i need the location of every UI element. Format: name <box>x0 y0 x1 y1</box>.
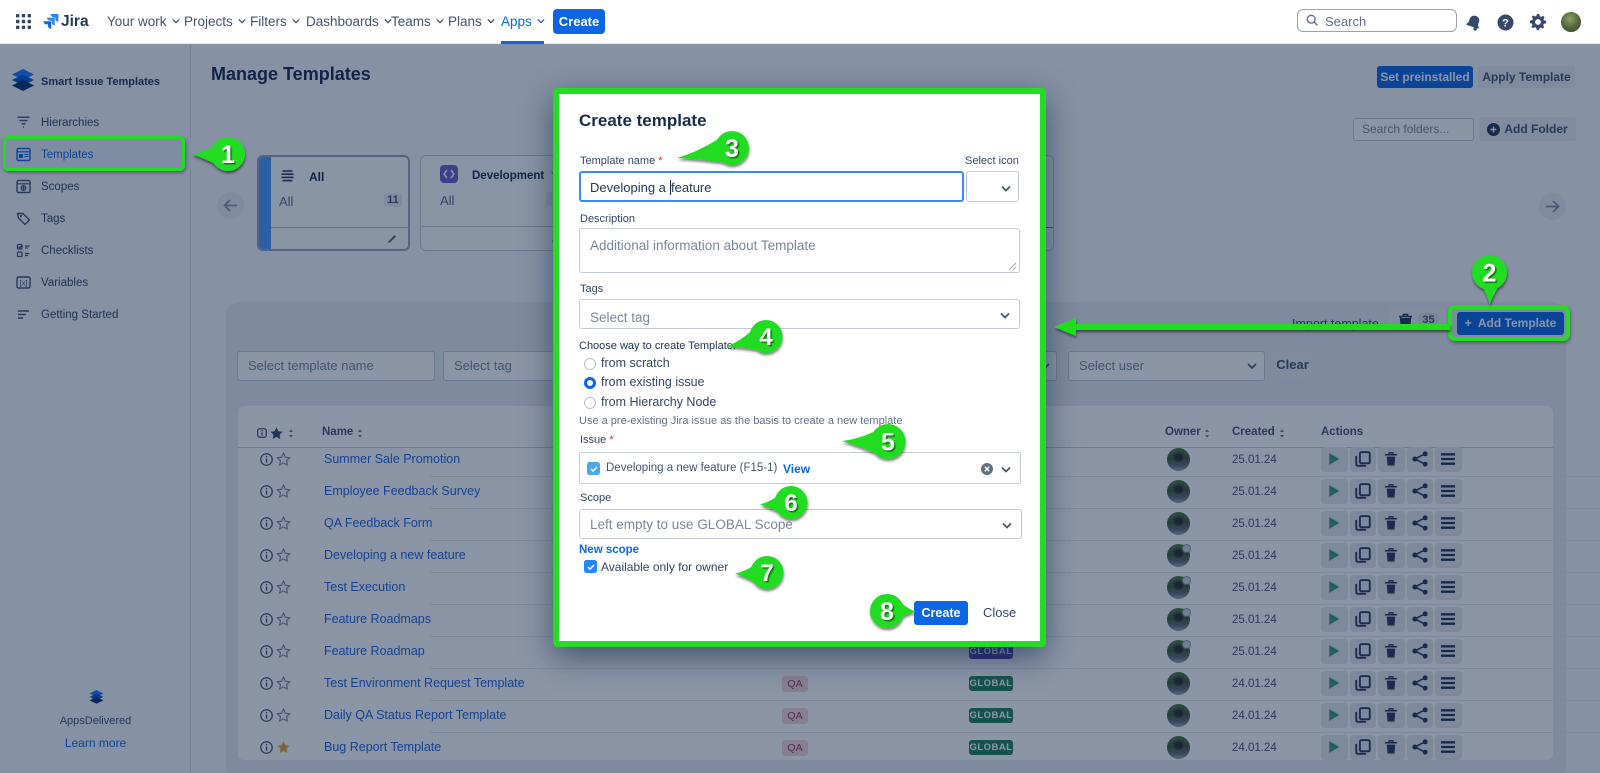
svg-text:3: 3 <box>725 135 739 163</box>
svg-text:8: 8 <box>880 598 894 626</box>
svg-text:5: 5 <box>881 429 895 457</box>
svg-text:7: 7 <box>760 560 773 587</box>
svg-text:1: 1 <box>221 141 235 169</box>
svg-text:2: 2 <box>1482 259 1496 287</box>
svg-text:[x]: [x] <box>20 279 28 288</box>
svg-text:?: ? <box>1502 17 1509 29</box>
svg-text:4: 4 <box>759 324 773 351</box>
svg-text:6: 6 <box>784 490 797 517</box>
